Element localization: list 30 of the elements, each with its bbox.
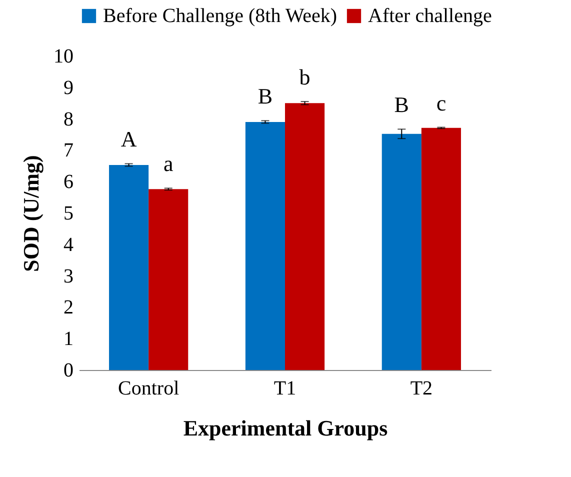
annotation: B [394,92,409,118]
x-axis-title: Experimental Groups [183,416,388,440]
x-tick-label: Control [118,378,180,400]
y-tick-label: 5 [64,202,74,224]
y-tick-label: 2 [64,296,74,319]
bar [382,134,422,370]
legend-label: Before Challenge (8th Week) [103,5,338,27]
x-tick-label: T1 [274,378,296,400]
bar [148,189,188,370]
annotation: a [163,151,174,176]
y-tick-label: 6 [64,171,74,194]
y-tick-label: 8 [64,108,74,130]
y-tick-label: 4 [64,234,74,256]
annotation: c [436,90,446,116]
y-tick-label: 9 [64,76,74,99]
annotation: A [120,126,137,152]
x-tick-label: T2 [410,378,433,400]
y-tick-label: 10 [54,46,74,68]
annotation: b [299,64,310,90]
y-tick-label: 7 [64,140,74,162]
y-tick-label: 1 [64,328,74,350]
annotation: B [258,84,273,109]
y-tick-label: 3 [64,265,74,288]
bar [285,103,325,370]
bar [421,128,461,370]
bar [245,122,285,370]
y-tick-label: 0 [64,360,74,382]
y-axis-title: SOD (U/mg) [18,155,44,272]
bar [109,164,149,370]
legend-label: After challenge [368,5,492,27]
